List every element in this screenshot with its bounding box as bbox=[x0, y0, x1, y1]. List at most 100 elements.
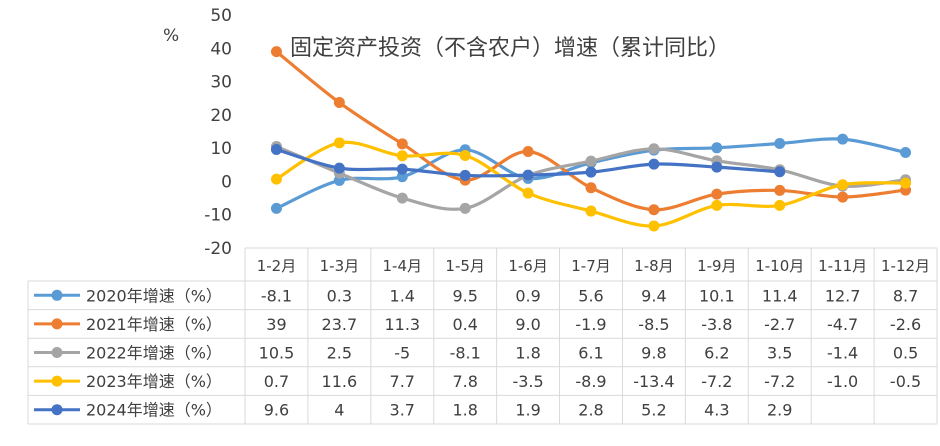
data-point bbox=[900, 177, 912, 189]
data-point bbox=[585, 166, 597, 178]
table-cell-value: -8.5 bbox=[638, 315, 669, 334]
legend-key-marker bbox=[51, 404, 63, 416]
table-cell-value: 0.5 bbox=[893, 344, 918, 363]
table-cell-value: 3.7 bbox=[390, 401, 415, 420]
data-point bbox=[711, 188, 723, 200]
data-point bbox=[648, 158, 660, 170]
table-cell-value: 10.1 bbox=[699, 286, 735, 305]
data-point bbox=[837, 133, 849, 145]
data-point bbox=[711, 161, 723, 173]
table-cell-value: 0.3 bbox=[327, 286, 352, 305]
table-cell-value: -4.7 bbox=[827, 315, 858, 334]
table-cell-value: 9.6 bbox=[264, 401, 289, 420]
data-point bbox=[333, 137, 345, 149]
y-tick-label: 20 bbox=[210, 106, 232, 126]
legend-key-marker bbox=[51, 375, 63, 387]
series-lines bbox=[270, 46, 912, 232]
category-label: 1-9月 bbox=[697, 257, 737, 275]
table-cell-value: 5.6 bbox=[578, 286, 603, 305]
data-point bbox=[396, 163, 408, 175]
data-point bbox=[396, 192, 408, 204]
table-cell-value: -13.4 bbox=[633, 372, 674, 391]
table-cell-value: 0.7 bbox=[264, 372, 289, 391]
table-cell-value: 0.9 bbox=[515, 286, 540, 305]
legend-series-name: 2022年增速（%） bbox=[86, 344, 222, 363]
data-point bbox=[774, 137, 786, 149]
table-cell-value: 7.7 bbox=[390, 372, 415, 391]
table-cell-value: -8.1 bbox=[261, 286, 292, 305]
y-tick-label: -10 bbox=[204, 206, 232, 226]
data-point bbox=[711, 199, 723, 211]
data-point bbox=[270, 173, 282, 185]
data-point bbox=[837, 179, 849, 191]
table-cell-value: -7.2 bbox=[764, 372, 795, 391]
y-unit-label: % bbox=[163, 26, 179, 46]
table-cell-value: 4.3 bbox=[704, 401, 729, 420]
table-cell-value: 9.4 bbox=[641, 286, 666, 305]
table-cell-value: 39 bbox=[266, 315, 286, 334]
data-point bbox=[648, 220, 660, 232]
category-label: 1-2月 bbox=[257, 257, 297, 275]
data-point bbox=[459, 149, 471, 161]
table-cell-value: 8.7 bbox=[893, 286, 918, 305]
data-point bbox=[270, 46, 282, 58]
data-point bbox=[837, 191, 849, 203]
table-cell-value: -3.8 bbox=[701, 315, 732, 334]
table-cell-value: 7.8 bbox=[452, 372, 477, 391]
table-cell-value: 1.9 bbox=[515, 401, 540, 420]
table-cell-value: 0.4 bbox=[452, 315, 477, 334]
data-point bbox=[459, 169, 471, 181]
table-cell-value: 6.2 bbox=[704, 344, 729, 363]
series-group bbox=[270, 46, 912, 216]
category-label: 1-4月 bbox=[383, 257, 423, 275]
data-point bbox=[270, 143, 282, 155]
table-cell-value: 23.7 bbox=[322, 315, 358, 334]
data-point bbox=[648, 204, 660, 216]
data-point bbox=[396, 171, 408, 183]
chart-title: 固定资产投资（不含农户）增速（累计同比） bbox=[290, 36, 730, 61]
category-label: 1-10月 bbox=[755, 257, 804, 275]
table-cell-value: 12.7 bbox=[825, 286, 861, 305]
table-cell-value: -1.9 bbox=[575, 315, 606, 334]
data-point bbox=[711, 142, 723, 154]
table-cell-value: 2.9 bbox=[767, 401, 792, 420]
series-group bbox=[270, 137, 912, 232]
data-point bbox=[585, 205, 597, 217]
table-cell-value: -1.4 bbox=[827, 344, 858, 363]
table-cell-value: 9.5 bbox=[452, 286, 477, 305]
data-point bbox=[900, 146, 912, 158]
table-cell-value: 11.3 bbox=[384, 315, 420, 334]
legend-series-name: 2020年增速（%） bbox=[86, 286, 222, 305]
legend-series-name: 2021年增速（%） bbox=[86, 315, 222, 334]
table-cell-value: 2.5 bbox=[327, 344, 352, 363]
data-point bbox=[459, 202, 471, 214]
data-point bbox=[270, 202, 282, 214]
data-table: 1-2月 1-3月 1-4月 1-5月 1-6月 1-7月 1-8月 1-9月 1-10月 1-1… bbox=[27, 247, 938, 425]
data-point bbox=[774, 184, 786, 196]
data-point bbox=[396, 138, 408, 150]
table-cell-value: -0.5 bbox=[890, 372, 921, 391]
y-axis: 50 40 30 20 10 0 -10 -20 bbox=[204, 6, 232, 259]
y-tick-label: 50 bbox=[210, 6, 232, 26]
table-cell-value: -2.6 bbox=[890, 315, 921, 334]
table-cell-value: -5 bbox=[394, 344, 410, 363]
data-point bbox=[522, 187, 534, 199]
data-point bbox=[585, 155, 597, 167]
table-cell-value: 4 bbox=[334, 401, 344, 420]
table-cell-value: 9.8 bbox=[641, 344, 666, 363]
data-point bbox=[522, 169, 534, 181]
data-point bbox=[522, 145, 534, 157]
legend-key-marker bbox=[51, 289, 63, 301]
y-tick-label: 0 bbox=[221, 172, 232, 192]
category-label: 1-5月 bbox=[445, 257, 485, 275]
data-point bbox=[774, 166, 786, 178]
data-point bbox=[396, 150, 408, 162]
table-cell-value: 9.0 bbox=[515, 315, 540, 334]
legend-series-name: 2023年增速（%） bbox=[86, 372, 222, 391]
table-cell-value: -7.2 bbox=[701, 372, 732, 391]
table-cell-value: 10.5 bbox=[259, 344, 295, 363]
table-cell-value: 1.4 bbox=[390, 286, 415, 305]
data-point bbox=[333, 97, 345, 109]
table-cell-value: -2.7 bbox=[764, 315, 795, 334]
